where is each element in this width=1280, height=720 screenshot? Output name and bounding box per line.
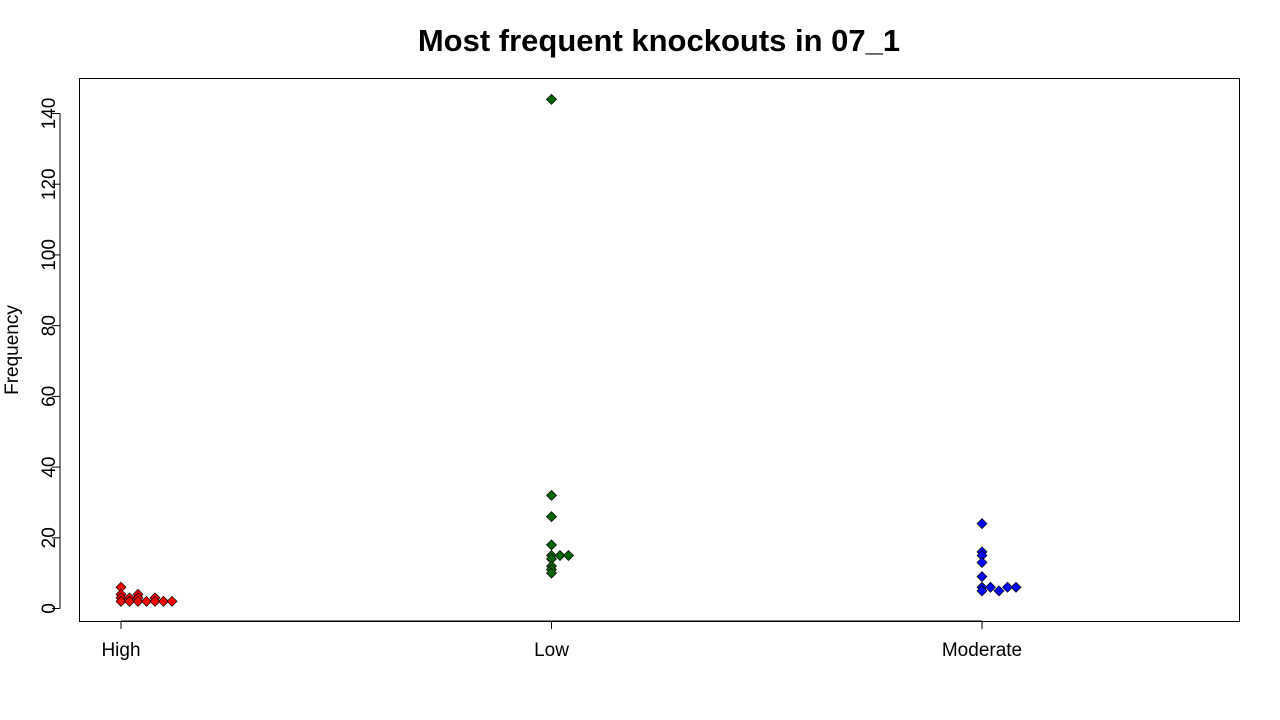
- data-point-low: [546, 567, 557, 579]
- data-point-low: [546, 539, 557, 551]
- x-tick-label: Low: [534, 640, 569, 661]
- y-tick-label: 40: [39, 457, 60, 478]
- data-point-low: [554, 549, 566, 561]
- data-point-moderate: [976, 571, 988, 583]
- data-point-moderate: [985, 581, 996, 593]
- y-tick-label: 140: [39, 98, 60, 130]
- data-point-moderate: [976, 518, 988, 530]
- data-point-high: [141, 595, 152, 607]
- y-tick-label: 20: [39, 527, 60, 548]
- data-point-high: [166, 595, 178, 607]
- y-tick-label: 60: [39, 386, 60, 407]
- data-point-moderate: [1010, 581, 1022, 593]
- y-axis: 0 20 40 60 80 100 120 140: [39, 98, 61, 614]
- data-point-low: [546, 511, 557, 523]
- data-point-moderate: [1002, 581, 1013, 593]
- x-axis: High Low Moderate: [101, 620, 1022, 661]
- y-tick-label: 0: [39, 603, 60, 614]
- data-point-high: [149, 595, 161, 607]
- data-point-low: [563, 549, 574, 561]
- x-tick-label: High: [101, 640, 140, 661]
- data-point-high: [158, 595, 169, 607]
- data-points: [115, 93, 1022, 607]
- chart-title: Most frequent knockouts in 07_1: [418, 23, 900, 58]
- data-point-high: [115, 595, 127, 607]
- x-tick-label: Moderate: [942, 640, 1022, 661]
- data-point-low: [546, 489, 557, 501]
- y-tick-label: 100: [39, 239, 60, 271]
- data-point-moderate: [976, 585, 988, 597]
- data-point-high: [124, 595, 135, 607]
- data-point-moderate: [976, 557, 988, 569]
- y-tick-label: 120: [39, 168, 60, 200]
- data-point-moderate: [993, 585, 1005, 597]
- plot-frame: [79, 78, 1240, 622]
- data-point-high: [132, 595, 144, 607]
- y-tick-label: 80: [39, 315, 60, 336]
- y-axis-label: Frequency: [2, 305, 23, 395]
- data-point-low: [546, 93, 557, 105]
